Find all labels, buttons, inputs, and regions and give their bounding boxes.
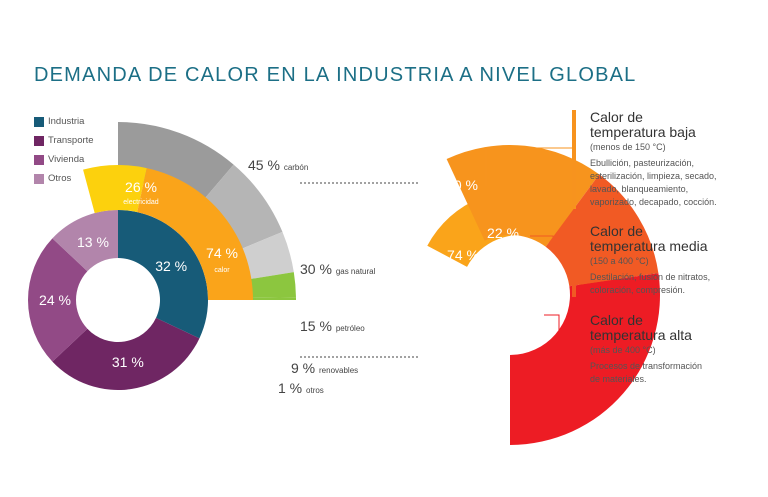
data-label: 31 % xyxy=(112,354,144,370)
legend-item-transporte: Transporte xyxy=(34,131,94,150)
legend-label: Transporte xyxy=(48,135,94,146)
heat-type-range: (más de 400 °C) xyxy=(590,345,656,355)
slice-calor-de-temperatura-alta xyxy=(510,273,660,445)
slice-electricidad xyxy=(83,164,147,214)
heat-type-text-line: Procesos de transformación xyxy=(590,361,703,371)
heat-type-text-line: de materiales. xyxy=(590,374,647,384)
data-label: 9 % renovables xyxy=(291,360,358,376)
legend-item-otros: Otros xyxy=(34,169,94,188)
legend-item-industria: Industria xyxy=(34,112,94,131)
heat-type-low: Calor de temperatura baja (menos de 150 … xyxy=(572,110,717,209)
slice-vivienda xyxy=(27,238,88,362)
data-label-name: petróleo xyxy=(336,324,365,333)
heat-type-range: (menos de 150 °C) xyxy=(590,142,666,152)
data-label: 26 % xyxy=(125,179,157,195)
heat-type-text-line: Ebullición, pasteurización, xyxy=(590,158,695,168)
slice-calor xyxy=(137,168,253,300)
slice-calor-de-temperatura-baja xyxy=(446,145,600,247)
heat-type-text-line: Destilación, fusión de nitratos, xyxy=(590,272,711,282)
heat-type-high: Calor de temperatura alta (más de 400 °C… xyxy=(572,313,702,386)
slice-carbon xyxy=(118,122,234,209)
slice-transporte xyxy=(52,317,200,391)
heat-type-title: Calor de xyxy=(590,223,643,239)
center-equals: = xyxy=(459,272,466,286)
data-label-name: calor xyxy=(214,267,230,274)
heat-type-title: temperatura baja xyxy=(590,124,696,140)
slice-industria xyxy=(118,210,208,339)
data-label: 1 % otros xyxy=(278,380,324,396)
legend-swatch xyxy=(34,135,44,146)
data-label-name: gas natural xyxy=(336,267,376,276)
center-pct: 74 % xyxy=(447,247,479,263)
center-label: calor xyxy=(455,266,471,273)
data-label-name: carbón xyxy=(284,163,308,172)
connector-line-low xyxy=(485,147,572,186)
data-label: 30 % gas natural xyxy=(300,261,376,277)
legend-label: Otros xyxy=(48,173,72,184)
heat-type-text-line: vaporizado, decapado, cocción. xyxy=(590,197,717,207)
heat-type-text: Ebullición, pasteurización, esterilizaci… xyxy=(590,157,717,209)
connector-line-medium xyxy=(530,235,572,247)
data-label-name: electricidad xyxy=(123,199,159,206)
heat-type-title: Calor de xyxy=(590,312,643,328)
heat-type-medium: Calor de temperatura media (150 a 400 °C… xyxy=(572,224,710,297)
legend-label: Vivienda xyxy=(48,154,85,165)
legend-swatch xyxy=(34,173,44,184)
legend-item-vivienda: Vivienda xyxy=(34,150,94,169)
data-label: 74 % xyxy=(206,245,238,261)
heat-type-text: Destilación, fusión de nitratos, colorac… xyxy=(590,271,710,297)
data-label: 32 % xyxy=(155,258,187,274)
data-label-name: otros xyxy=(306,386,324,395)
heat-type-text: Procesos de transformación de materiales… xyxy=(590,360,702,386)
legend: Industria Transporte Vivienda Otros xyxy=(34,112,94,188)
connector-line-high xyxy=(544,314,572,337)
data-label: 45 % carbón xyxy=(248,157,308,173)
slice-otros xyxy=(52,210,118,272)
heat-type-title: temperatura alta xyxy=(590,327,692,343)
heat-type-range: (150 a 400 °C) xyxy=(590,256,649,266)
heat-type-text-line: esterilización, limpieza, secado, xyxy=(590,171,717,181)
heat-type-text-line: lavado, blanqueamiento, xyxy=(590,184,689,194)
data-label: 13 % xyxy=(77,234,109,250)
data-label: 24 % xyxy=(39,292,71,308)
data-label: 22 % xyxy=(487,225,519,241)
chart-title: DEMANDA DE CALOR EN LA INDUSTRIA A NIVEL… xyxy=(34,64,637,86)
legend-swatch xyxy=(34,116,44,127)
heat-type-title: Calor de xyxy=(590,109,643,125)
data-label: 15 % petróleo xyxy=(300,318,365,334)
heat-type-title: temperatura media xyxy=(590,238,708,254)
legend-swatch xyxy=(34,154,44,165)
center-total: 85 EJ xyxy=(445,288,481,304)
data-label: 48 % xyxy=(503,305,535,321)
heat-type-text-line: coloración, compresión. xyxy=(590,285,686,295)
legend-label: Industria xyxy=(48,116,85,127)
data-label: 30 % xyxy=(446,177,478,193)
data-label-name: renovables xyxy=(319,366,358,375)
